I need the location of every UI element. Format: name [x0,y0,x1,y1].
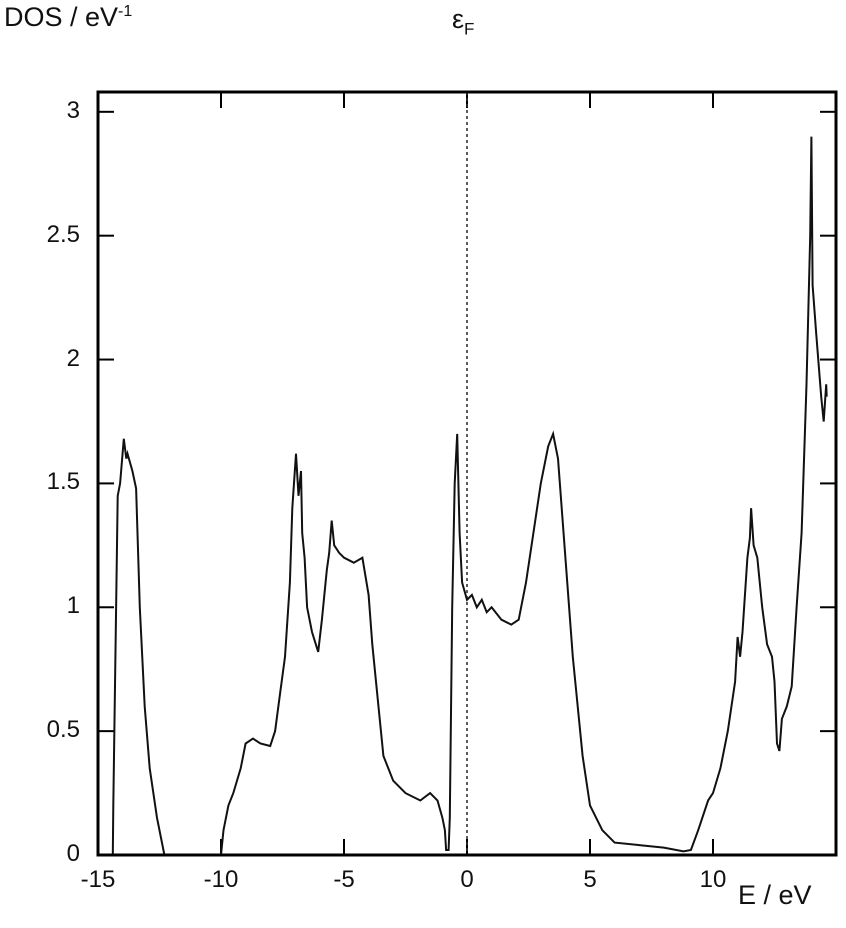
y-axis-label-exponent: -1 [118,3,133,20]
x-tick-label: -15 [80,866,116,893]
x-axis-label: E / eV [738,880,812,910]
y-axis-label-text: DOS / eV [4,2,119,32]
y-tick-label: 0.5 [46,716,80,744]
fermi-subscript: F [464,19,475,39]
x-tick-label: 5 [583,866,597,893]
x-tick-label: 0 [460,866,474,893]
x-tick-label: 10 [699,866,727,893]
y-tick-label: 2.5 [46,220,80,248]
fermi-level-label: εF [452,4,474,39]
dos-series-line [111,136,828,856]
y-tick-label: 1 [66,592,80,620]
y-tick-label: 2 [66,344,80,372]
x-tick-label: -5 [333,866,355,893]
fermi-symbol: ε [452,4,465,34]
y-tick-label: 1.5 [46,468,80,496]
plot-frame [96,90,838,857]
y-axis-label: DOS / eV-1 [4,2,132,33]
y-tick-label: 3 [66,96,80,124]
y-tick-label: 0 [66,840,80,867]
x-tick-label: -10 [203,866,239,893]
